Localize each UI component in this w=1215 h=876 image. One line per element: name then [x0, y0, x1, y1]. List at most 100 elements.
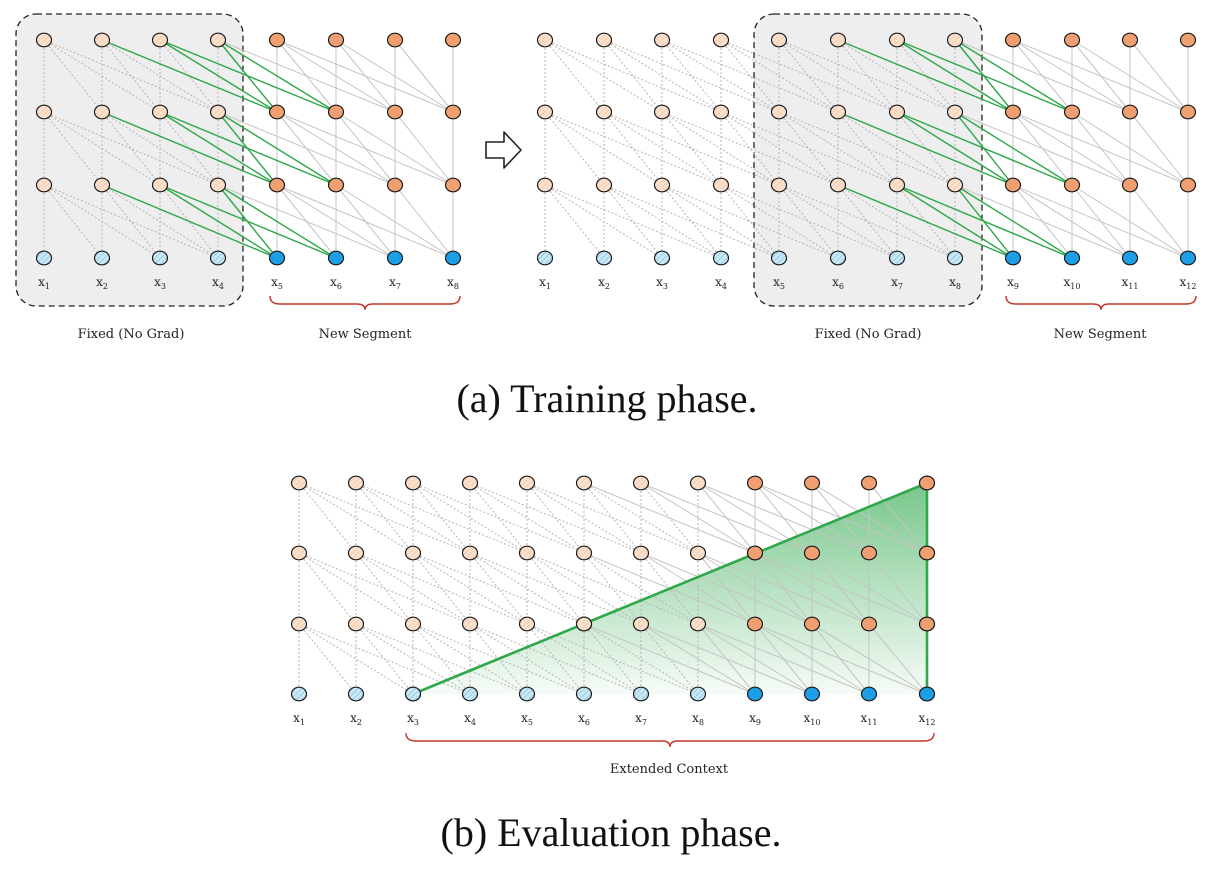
hidden-node — [327, 32, 345, 48]
x-label: x11 — [1122, 275, 1139, 291]
hidden-node — [1121, 32, 1139, 48]
input-node — [946, 250, 964, 266]
x-label: x5 — [271, 275, 283, 291]
hidden-node — [461, 616, 479, 632]
hidden-node — [653, 104, 671, 120]
input-node — [209, 250, 227, 266]
diagonal-edge — [43, 111, 103, 186]
x-label: x9 — [749, 711, 761, 727]
diagonal-edge — [778, 39, 898, 113]
diagonal-edge — [43, 111, 161, 186]
hidden-node — [770, 104, 788, 120]
diagonal-edge — [1129, 111, 1189, 186]
input-node — [35, 250, 53, 266]
hidden-node — [829, 177, 847, 193]
input-node — [268, 250, 286, 266]
diagonal-edge — [276, 39, 454, 113]
diagonal-edge — [754, 623, 870, 695]
diagonal-edge — [526, 623, 699, 695]
diagonal-edge — [544, 39, 722, 113]
diagonal-edge — [412, 552, 585, 625]
x-label: x1 — [293, 711, 305, 727]
x-label: x2 — [350, 711, 362, 727]
x-label: x8 — [949, 275, 961, 291]
diagonal-edge — [217, 111, 396, 186]
diagonal-edge — [544, 184, 605, 259]
x-label: x9 — [1007, 275, 1019, 291]
diagonal-edge — [355, 623, 471, 695]
diagonal-edge — [43, 111, 219, 186]
diagonal-edge — [335, 111, 454, 186]
diagonal-edge — [896, 111, 956, 186]
diagonal-edge — [1012, 111, 1189, 186]
hidden-node — [444, 104, 462, 120]
hidden-node — [386, 177, 404, 193]
gradient-edge — [896, 184, 1073, 259]
hidden-node — [209, 32, 227, 48]
diagonal-edge — [335, 184, 454, 259]
hidden-node — [1121, 104, 1139, 120]
evaluation-phase-caption: (b) Evaluation phase. — [441, 810, 782, 855]
diagonal-edge — [720, 184, 780, 259]
input-node — [327, 250, 345, 266]
hidden-node — [1063, 104, 1081, 120]
hidden-node — [444, 177, 462, 193]
diagonal-edge — [603, 39, 722, 113]
diagonal-edge — [298, 552, 357, 625]
diagonal-edge — [697, 552, 813, 625]
diagonal-edge — [868, 482, 928, 554]
input-node — [689, 686, 707, 702]
diagonal-edge — [43, 39, 161, 113]
hidden-node — [151, 104, 169, 120]
hidden-node — [860, 616, 878, 632]
hidden-node — [1179, 177, 1197, 193]
hidden-node — [1063, 177, 1081, 193]
fixed-caption: Fixed (No Grad) — [815, 327, 922, 342]
diagonal-edge — [697, 623, 813, 695]
hidden-node — [770, 32, 788, 48]
x-label: x2 — [96, 275, 108, 291]
hidden-node — [518, 475, 536, 491]
context-boundary — [412, 481, 928, 696]
diagonal-edge — [1012, 39, 1131, 113]
gradient-edge — [954, 39, 1073, 113]
diagonal-edge — [661, 184, 722, 259]
hidden-node — [632, 475, 650, 491]
diagonal-edge — [298, 482, 414, 554]
diagonal-edge — [217, 39, 396, 113]
diagonal-edge — [837, 39, 956, 113]
boundary-node — [746, 545, 764, 561]
hidden-node — [595, 32, 613, 48]
fixed-segment-box — [15, 13, 244, 307]
x-label: x4 — [464, 711, 476, 727]
hidden-node — [209, 104, 227, 120]
diagonal-edge — [661, 184, 780, 259]
diagonal-edge — [544, 184, 722, 259]
diagonal-edge — [544, 111, 663, 186]
x-label: x2 — [598, 275, 610, 291]
diagonal-edge — [954, 184, 1131, 259]
boundary-node — [575, 616, 593, 632]
diagonal-edge — [43, 39, 103, 113]
diagonal-edge — [159, 39, 219, 113]
diagonal-edge — [583, 482, 756, 554]
diagonal-edge — [603, 184, 780, 259]
hidden-node — [829, 32, 847, 48]
diagonal-edge — [469, 623, 642, 695]
hidden-node — [327, 104, 345, 120]
diagonal-edge — [1012, 39, 1189, 113]
gradient-edge — [101, 184, 278, 259]
diagonal-edge — [583, 623, 756, 695]
input-node — [829, 250, 847, 266]
diagonal-edge — [544, 111, 605, 186]
boundary-node — [918, 616, 936, 632]
diagonal-edge — [1012, 111, 1131, 186]
new-segment-caption: New Segment — [1054, 327, 1148, 342]
diagonal-edge — [697, 482, 870, 554]
diagonal-edge — [276, 184, 454, 259]
diagonal-edge — [837, 184, 956, 259]
hidden-node — [268, 177, 286, 193]
diagonal-edge — [1012, 184, 1189, 259]
gradient-edge — [159, 111, 278, 186]
